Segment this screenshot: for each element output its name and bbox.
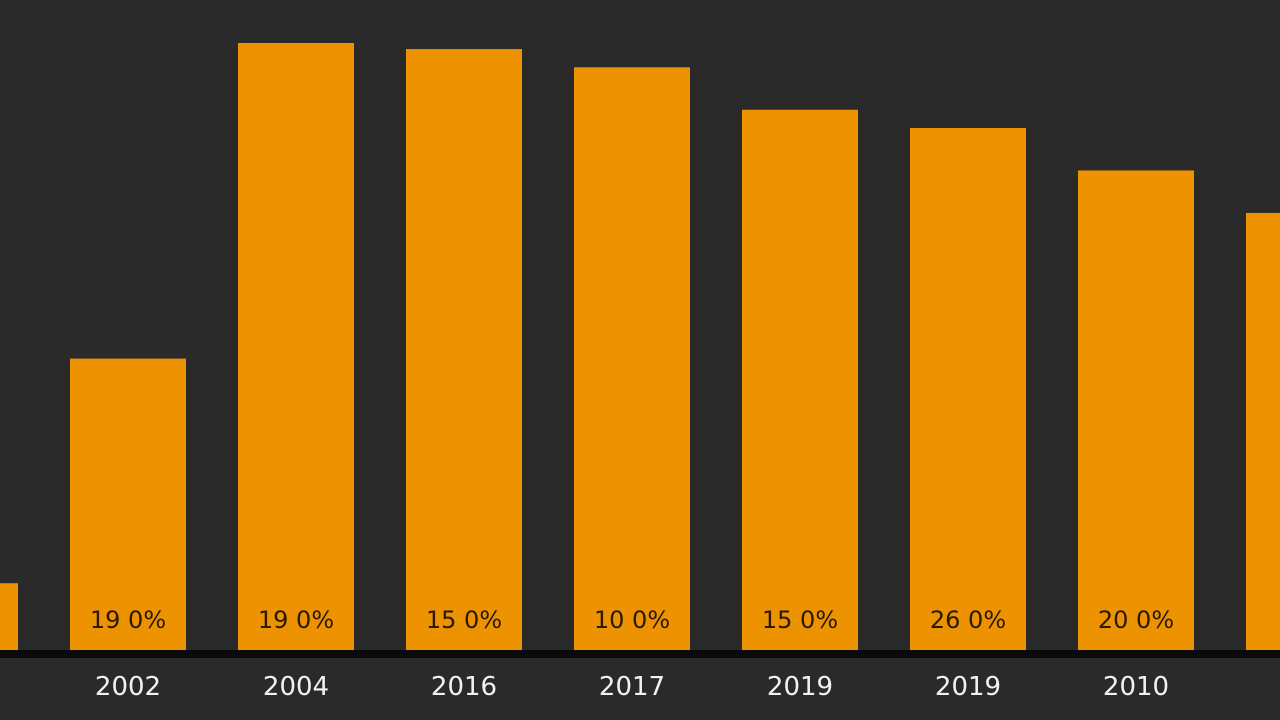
x-tick-label: 2002 — [95, 672, 161, 702]
data-label: 15 0% — [762, 606, 838, 634]
data-label: 20 0% — [1098, 606, 1174, 634]
x-tick-label: 2019 — [935, 672, 1001, 702]
x-tick-label: 2004 — [263, 672, 329, 702]
x-axis-line — [0, 650, 1280, 658]
bar — [574, 67, 690, 650]
data-label: 26 0% — [930, 606, 1006, 634]
data-label: 19 0% — [258, 606, 334, 634]
x-tick-label: 2017 — [599, 672, 665, 702]
bar — [1246, 212, 1280, 650]
bar — [1078, 170, 1194, 650]
data-label: 10 0% — [594, 606, 670, 634]
bar — [238, 43, 354, 650]
bar — [0, 583, 18, 650]
bar — [70, 358, 186, 650]
x-tick-label: 2019 — [767, 672, 833, 702]
bar — [406, 49, 522, 650]
data-label: 19 0% — [90, 606, 166, 634]
bar — [742, 109, 858, 650]
x-tick-label: 2016 — [431, 672, 497, 702]
bar — [910, 127, 1026, 651]
data-label: 15 0% — [426, 606, 502, 634]
x-tick-label: 2010 — [1103, 672, 1169, 702]
